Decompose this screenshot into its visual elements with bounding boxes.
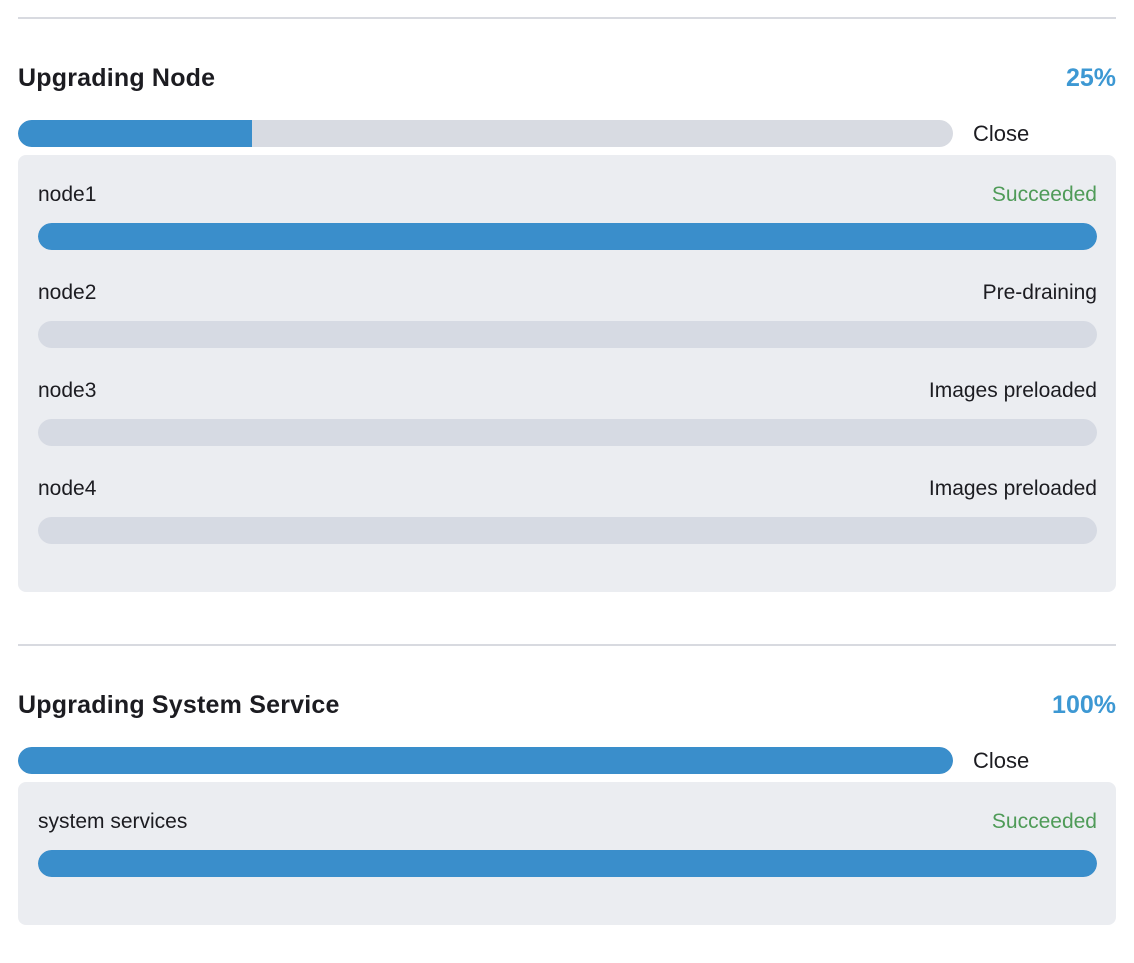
section-header: Upgrading Node 25% <box>18 62 1116 95</box>
node-list-panel: node1 Succeeded node2 Pre-draining n <box>18 155 1116 592</box>
section-header: Upgrading System Service 100% <box>18 689 1116 722</box>
node-name: node2 <box>38 281 97 304</box>
section-percent: 100% <box>1052 691 1116 719</box>
section-title: Upgrading Node <box>18 64 216 92</box>
node-row-header: node4 Images preloaded <box>38 475 1097 503</box>
node-status-badge: Succeeded <box>991 183 1097 206</box>
node-row-header: system services Succeeded <box>38 808 1097 836</box>
section-progress-fill <box>18 120 252 147</box>
section-title: Upgrading System Service <box>18 691 340 719</box>
node-progress-bar <box>38 517 1097 544</box>
node-progress-bar <box>38 419 1097 446</box>
node-name: system services <box>38 810 188 833</box>
node-row: node3 Images preloaded <box>38 377 1097 446</box>
node-status-badge: Succeeded <box>991 810 1097 833</box>
section-divider <box>18 644 1116 646</box>
node-status-badge: Images preloaded <box>928 477 1097 500</box>
section-progress-bar <box>18 747 953 774</box>
node-progress-bar <box>38 850 1097 877</box>
node-row-header: node3 Images preloaded <box>38 377 1097 405</box>
node-progress-bar <box>38 321 1097 348</box>
node-progress-bar <box>38 223 1097 250</box>
node-row: node4 Images preloaded <box>38 475 1097 544</box>
section-upgrading-node: Upgrading Node 25% Close node1 Succeeded <box>18 62 1116 592</box>
section-percent: 25% <box>1065 64 1116 92</box>
node-name: node1 <box>38 183 97 206</box>
node-name: node3 <box>38 379 97 402</box>
node-row-header: node2 Pre-draining <box>38 279 1097 307</box>
node-row: node1 Succeeded <box>38 181 1097 250</box>
close-button[interactable]: Close <box>973 121 1030 146</box>
section-progress-row: Close <box>18 120 1116 147</box>
section-progress-fill <box>18 747 953 774</box>
section-progress-bar <box>18 120 953 147</box>
node-status-badge: Images preloaded <box>928 379 1097 402</box>
node-progress-fill <box>38 223 1097 250</box>
section-upgrading-system-service: Upgrading System Service 100% Close syst… <box>18 689 1116 925</box>
node-row: system services Succeeded <box>38 808 1097 877</box>
section-divider <box>18 17 1116 19</box>
node-row: node2 Pre-draining <box>38 279 1097 348</box>
node-name: node4 <box>38 477 97 500</box>
service-list-panel: system services Succeeded <box>18 782 1116 925</box>
node-progress-fill <box>38 850 1097 877</box>
node-row-header: node1 Succeeded <box>38 181 1097 209</box>
node-status-badge: Pre-draining <box>982 281 1097 304</box>
section-progress-row: Close <box>18 747 1116 774</box>
upgrade-dialog: Upgrading Node 25% Close node1 Succeeded <box>0 17 1134 925</box>
close-button[interactable]: Close <box>973 748 1030 773</box>
